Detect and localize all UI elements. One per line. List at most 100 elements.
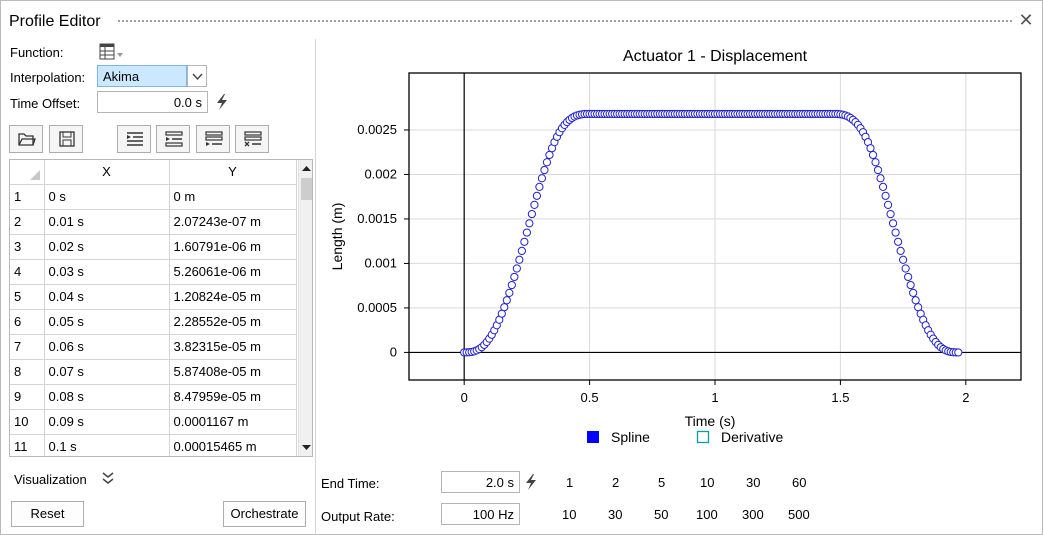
data-point: [871, 158, 880, 167]
lightning-icon[interactable]: [524, 474, 538, 490]
output-rate-input[interactable]: 100 Hz: [441, 503, 520, 525]
panel-divider[interactable]: [315, 39, 316, 535]
rate-preset[interactable]: 300: [742, 507, 764, 522]
table-row[interactable]: 11 0.1 s 0.00015465 m: [10, 434, 297, 456]
open-file-button[interactable]: [9, 125, 43, 153]
select-all-corner[interactable]: [10, 160, 45, 185]
table-row[interactable]: 2 0.01 s 2.07243e-07 m: [10, 209, 297, 235]
scrollbar-thumb[interactable]: [301, 178, 312, 200]
rate-preset[interactable]: 500: [788, 507, 810, 522]
column-header-y[interactable]: Y: [169, 160, 297, 185]
table-row[interactable]: 4 0.03 s 5.26061e-06 m: [10, 259, 297, 285]
cell-x[interactable]: 0.08 s: [44, 384, 170, 410]
cell-y[interactable]: 2.28552e-05 m: [169, 309, 297, 335]
save-file-button[interactable]: [49, 125, 83, 153]
data-point: [515, 255, 524, 264]
y-tick-label: 0.0025: [357, 122, 397, 137]
end-time-input[interactable]: 2.0 s: [441, 471, 520, 493]
data-point: [899, 255, 908, 264]
y-tick-label: 0.002: [364, 166, 397, 181]
table-row[interactable]: 8 0.07 s 5.87408e-05 m: [10, 359, 297, 385]
table-row[interactable]: 6 0.05 s 2.28552e-05 m: [10, 309, 297, 335]
cell-x[interactable]: 0.07 s: [44, 359, 170, 385]
cell-y[interactable]: 0 m: [169, 184, 297, 210]
orchestrate-button[interactable]: Orchestrate: [223, 501, 306, 527]
cell-x[interactable]: 0.04 s: [44, 284, 170, 310]
cell-x[interactable]: 0.02 s: [44, 234, 170, 260]
y-axis-label: Length (m): [329, 203, 345, 271]
scroll-up-icon[interactable]: [301, 162, 312, 176]
scroll-down-icon[interactable]: [301, 440, 312, 454]
function-table-button[interactable]: [99, 43, 127, 61]
close-icon[interactable]: ✕: [1018, 10, 1034, 30]
data-point: [510, 272, 519, 282]
row-number: 3: [10, 234, 45, 260]
cell-y[interactable]: 5.87408e-05 m: [169, 359, 297, 385]
interpolation-select[interactable]: Akima: [97, 65, 187, 87]
data-point: [507, 280, 516, 290]
table-row[interactable]: 7 0.06 s 3.82315e-05 m: [10, 334, 297, 360]
rate-preset[interactable]: 100: [696, 507, 718, 522]
legend-label: Spline: [611, 429, 650, 445]
table-row[interactable]: 3 0.02 s 1.60791e-06 m: [10, 234, 297, 260]
cell-x[interactable]: 0 s: [44, 184, 170, 210]
data-point: [883, 200, 893, 209]
data-point: [517, 246, 526, 255]
column-header-x[interactable]: X: [44, 160, 170, 185]
append-row-button[interactable]: [196, 125, 230, 153]
cell-y[interactable]: 1.20824e-05 m: [169, 284, 297, 310]
drag-grip[interactable]: [117, 19, 1013, 23]
cell-y[interactable]: 5.26061e-06 m: [169, 259, 297, 285]
end-time-preset[interactable]: 2: [612, 475, 620, 490]
y-tick-label: 0: [390, 344, 397, 359]
data-point: [873, 165, 883, 175]
cell-x[interactable]: 0.06 s: [44, 334, 170, 360]
cell-y[interactable]: 2.07243e-07 m: [169, 209, 297, 235]
cell-y[interactable]: 1.60791e-06 m: [169, 234, 297, 260]
end-time-preset[interactable]: 1: [566, 475, 574, 490]
data-point: [901, 264, 910, 273]
cell-x[interactable]: 0.05 s: [44, 309, 170, 335]
table-row[interactable]: 10 0.09 s 0.0001167 m: [10, 409, 297, 435]
end-time-preset[interactable]: 5: [658, 475, 666, 490]
cell-x[interactable]: 0.1 s: [44, 434, 170, 456]
data-point: [520, 237, 529, 246]
cell-y[interactable]: 0.00015465 m: [169, 434, 297, 456]
time-offset-input[interactable]: 0.0 s: [97, 91, 208, 113]
row-number: 7: [10, 334, 45, 360]
cell-x[interactable]: 0.01 s: [44, 209, 170, 235]
cell-y[interactable]: 3.82315e-05 m: [169, 334, 297, 360]
y-tick-label: 0.0005: [357, 300, 397, 315]
end-time-preset[interactable]: 30: [746, 475, 761, 490]
data-point: [911, 296, 920, 305]
table-scrollbar[interactable]: [298, 160, 312, 456]
lightning-icon[interactable]: [215, 94, 229, 110]
x-tick-label: 0: [461, 390, 468, 405]
delete-row-button[interactable]: [235, 125, 269, 153]
cell-y[interactable]: 8.47959e-05 m: [169, 384, 297, 410]
interpolation-dropdown-button[interactable]: [187, 65, 207, 87]
data-point: [896, 246, 905, 255]
rate-preset[interactable]: 50: [654, 507, 669, 522]
end-time-preset[interactable]: 60: [792, 475, 807, 490]
double-chevron-down-icon[interactable]: [102, 472, 114, 486]
rate-preset[interactable]: 30: [608, 507, 623, 522]
data-point: [906, 280, 915, 290]
rate-preset[interactable]: 10: [562, 507, 577, 522]
end-time-preset[interactable]: 10: [700, 475, 715, 490]
data-point: [540, 165, 549, 175]
row-number: 9: [10, 384, 45, 410]
end-time-label: End Time:: [321, 476, 380, 491]
table-row[interactable]: 5 0.04 s 1.20824e-05 m: [10, 284, 297, 310]
table-row[interactable]: 9 0.08 s 8.47959e-05 m: [10, 384, 297, 410]
cell-x[interactable]: 0.09 s: [44, 409, 170, 435]
cell-y[interactable]: 0.0001167 m: [169, 409, 297, 435]
reset-button[interactable]: Reset: [11, 501, 84, 527]
open-icon: [18, 133, 36, 146]
insert-row-below-button[interactable]: [156, 125, 190, 153]
insert-row-above-button[interactable]: [117, 125, 151, 153]
cell-x[interactable]: 0.03 s: [44, 259, 170, 285]
